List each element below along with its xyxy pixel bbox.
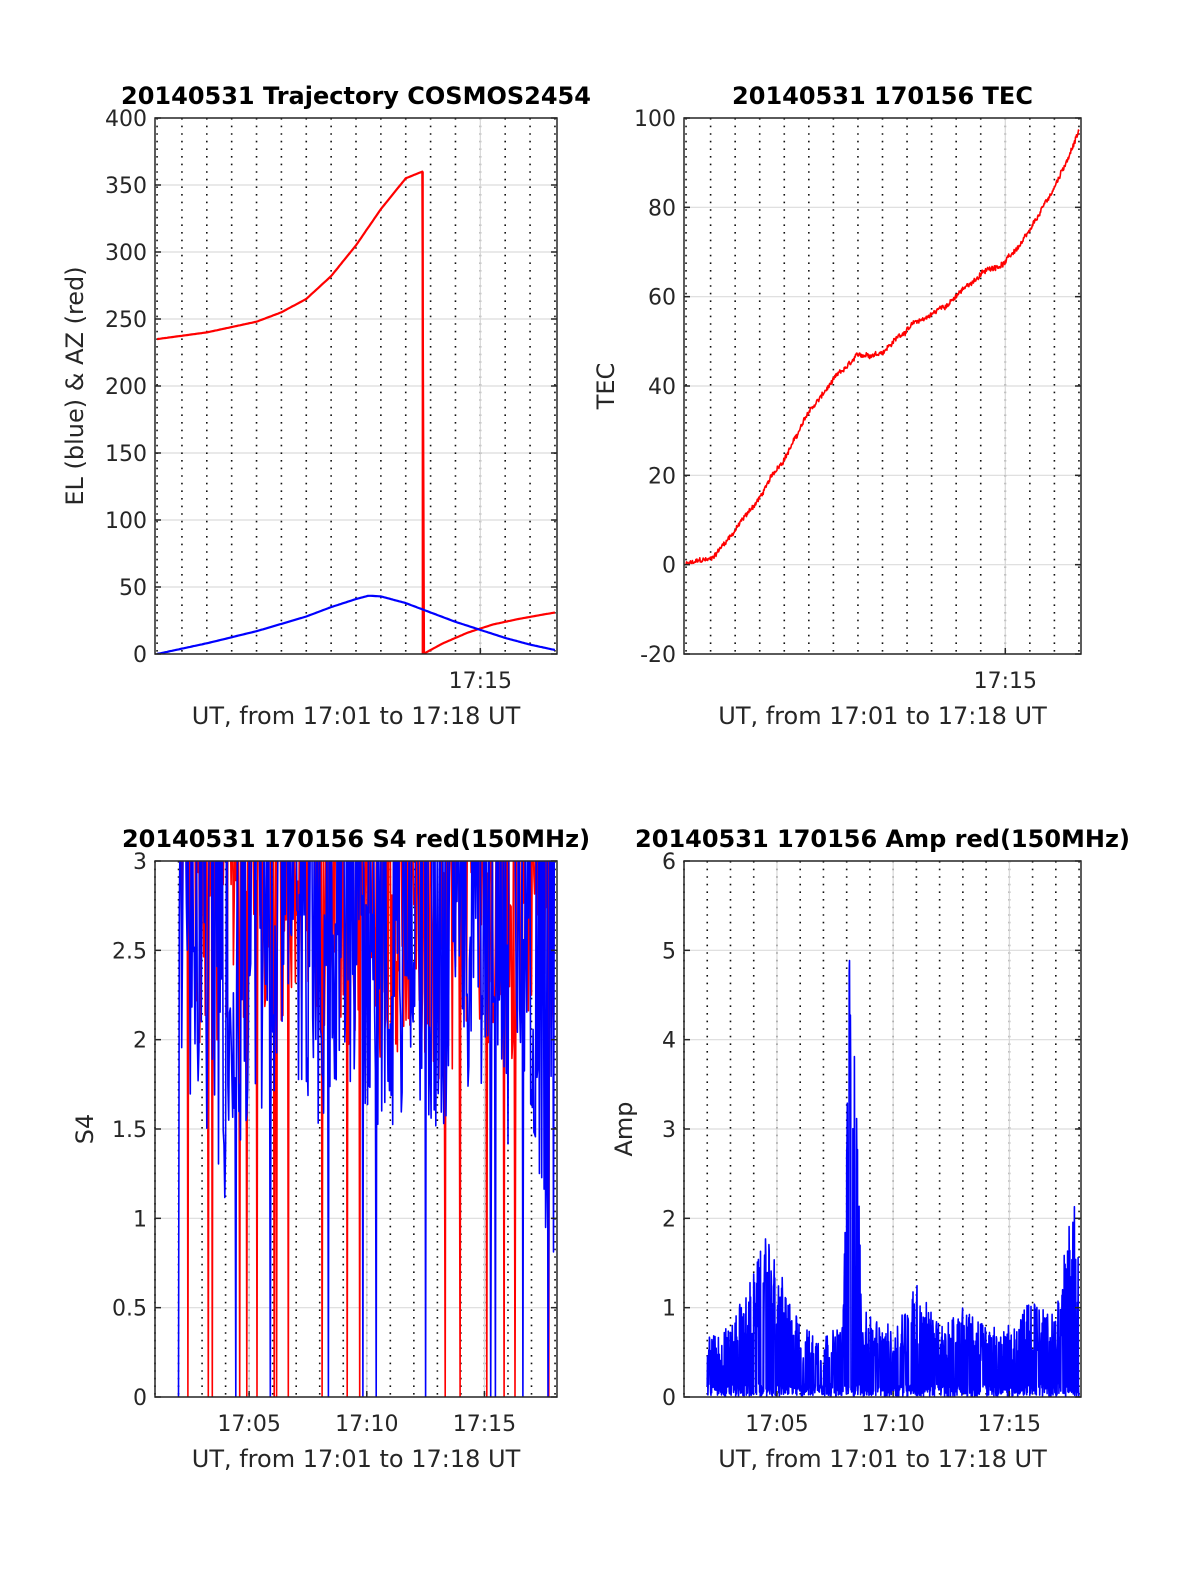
y-tick-label: 400 <box>105 107 147 132</box>
x-tick-label: 17:05 <box>217 1412 280 1437</box>
y-tick-label: 2 <box>662 1207 676 1232</box>
y-axis-label: EL (blue) & AZ (red) <box>61 266 89 505</box>
y-tick-label: 3 <box>133 850 147 875</box>
series-group <box>156 170 556 654</box>
x-axis-label: UT, from 17:01 to 17:18 UT <box>718 1445 1047 1473</box>
y-axis-label: S4 <box>71 1114 99 1145</box>
series-line-red <box>685 129 1080 566</box>
series-line-red <box>156 170 556 654</box>
y-axis-label: Amp <box>610 1101 638 1156</box>
y-tick-label: 0 <box>662 554 676 579</box>
x-tick-label: 17:15 <box>449 669 512 694</box>
x-tick-label: 17:10 <box>335 1412 398 1437</box>
y-tick-label: 3 <box>662 1118 676 1143</box>
y-tick-label: 200 <box>105 375 147 400</box>
y-tick-label: 100 <box>105 509 147 534</box>
series-group <box>685 129 1080 566</box>
y-tick-label: -20 <box>640 643 676 668</box>
y-tick-label: 350 <box>105 174 147 199</box>
series-group <box>177 861 556 1397</box>
y-axis-label: TEC <box>592 363 620 411</box>
chart-amp: 0 1 2 3 4 5 6 17:05 17:10 17:15 20140531 170156 Am… <box>610 825 1130 1473</box>
x-tick-label: 17:15 <box>453 1412 516 1437</box>
y-tick-label: 150 <box>105 442 147 467</box>
y-tick-label: 0 <box>133 643 147 668</box>
y-tick-label: 0 <box>133 1386 147 1411</box>
x-axis-label: UT, from 17:01 to 17:18 UT <box>192 702 521 730</box>
x-tick-label: 17:15 <box>978 1412 1041 1437</box>
y-tick-label: 2 <box>133 1029 147 1054</box>
y-tick-label: 4 <box>662 1029 676 1054</box>
x-axis-label: UT, from 17:01 to 17:18 UT <box>192 1445 521 1473</box>
chart-title: 20140531 170156 TEC <box>732 82 1033 110</box>
chart-title: 20140531 170156 Amp red(150MHz) <box>635 825 1130 853</box>
x-tick-label: 17:05 <box>745 1412 808 1437</box>
y-tick-label: 100 <box>634 107 676 132</box>
x-axis-label: UT, from 17:01 to 17:18 UT <box>718 702 1047 730</box>
chart-title: 20140531 Trajectory COSMOS2454 <box>121 82 591 110</box>
chart-traj: 0 50 100 150 200 250 300 350 400 17:15 20140531 Tr… <box>61 82 591 730</box>
y-tick-label: 5 <box>662 939 676 964</box>
y-tick-label: 300 <box>105 241 147 266</box>
y-tick-label: 50 <box>119 576 147 601</box>
x-tick-label: 17:15 <box>974 669 1037 694</box>
y-tick-label: 0 <box>662 1386 676 1411</box>
chart-title: 20140531 170156 S4 red(150MHz) <box>122 825 590 853</box>
x-tick-label: 17:10 <box>861 1412 924 1437</box>
y-tick-label: 40 <box>648 375 676 400</box>
y-tick-label: 1.5 <box>112 1118 147 1143</box>
y-tick-label: 80 <box>648 196 676 221</box>
series-line-blue <box>177 861 556 1397</box>
y-tick-label: 0.5 <box>112 1297 147 1322</box>
y-tick-label: 60 <box>648 286 676 311</box>
y-tick-label: 1 <box>133 1207 147 1232</box>
series-line-blue <box>156 594 556 654</box>
y-tick-label: 1 <box>662 1297 676 1322</box>
chart-s4: 0 0.5 1 1.5 2 2.5 3 17:05 17:10 17:15 20140531 170… <box>71 825 590 1473</box>
y-tick-label: 20 <box>648 464 676 489</box>
y-tick-label: 6 <box>662 850 676 875</box>
chart-tec: -20 0 20 40 60 80 100 17:15 20140531 170156 TEC U… <box>592 82 1082 730</box>
y-tick-label: 250 <box>105 308 147 333</box>
series-group <box>706 959 1080 1397</box>
y-tick-label: 2.5 <box>112 939 147 964</box>
series-line-blue <box>706 959 1080 1397</box>
